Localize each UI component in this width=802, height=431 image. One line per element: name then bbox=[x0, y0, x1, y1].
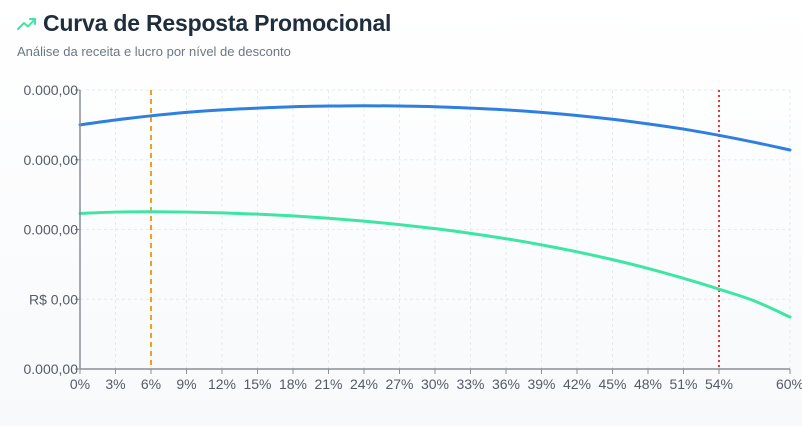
x-tick-label: 51% bbox=[669, 376, 697, 392]
y-tick-label: 0.000,00 bbox=[24, 82, 79, 98]
x-tick-label: 12% bbox=[208, 376, 236, 392]
chart-subtitle: Análise da receita e lucro por nível de … bbox=[17, 44, 792, 59]
x-tick-label: 3% bbox=[105, 376, 125, 392]
promo-response-chart: 0.000,000.000,000.000,00R$ 0,000.000,000… bbox=[0, 80, 802, 426]
x-tick-label: 21% bbox=[314, 376, 342, 392]
x-tick-label: 54% bbox=[705, 376, 733, 392]
chart-header: Curva de Resposta Promocional Análise da… bbox=[17, 10, 792, 59]
x-tick-label: 6% bbox=[141, 376, 161, 392]
x-tick-label: 27% bbox=[385, 376, 413, 392]
x-tick-label: 39% bbox=[527, 376, 555, 392]
x-tick-label: 45% bbox=[598, 376, 626, 392]
x-tick-label: 24% bbox=[350, 376, 378, 392]
x-tick-label: 60% bbox=[776, 376, 802, 392]
y-tick-label: 0.000,00 bbox=[24, 152, 79, 168]
x-tick-label: 30% bbox=[421, 376, 449, 392]
chart-title: Curva de Resposta Promocional bbox=[43, 10, 391, 37]
x-tick-label: 0% bbox=[70, 376, 90, 392]
x-tick-label: 42% bbox=[563, 376, 591, 392]
x-tick-label: 15% bbox=[243, 376, 271, 392]
x-tick-label: 48% bbox=[634, 376, 662, 392]
x-tick-label: 33% bbox=[456, 376, 484, 392]
y-tick-label: 0.000,00 bbox=[24, 361, 79, 377]
x-tick-label: 9% bbox=[176, 376, 196, 392]
y-tick-label: 0.000,00 bbox=[24, 222, 79, 238]
trending-up-icon bbox=[17, 14, 37, 34]
y-tick-label: R$ 0,00 bbox=[29, 291, 78, 307]
x-tick-label: 18% bbox=[279, 376, 307, 392]
title-row: Curva de Resposta Promocional bbox=[17, 10, 792, 37]
x-tick-label: 36% bbox=[492, 376, 520, 392]
